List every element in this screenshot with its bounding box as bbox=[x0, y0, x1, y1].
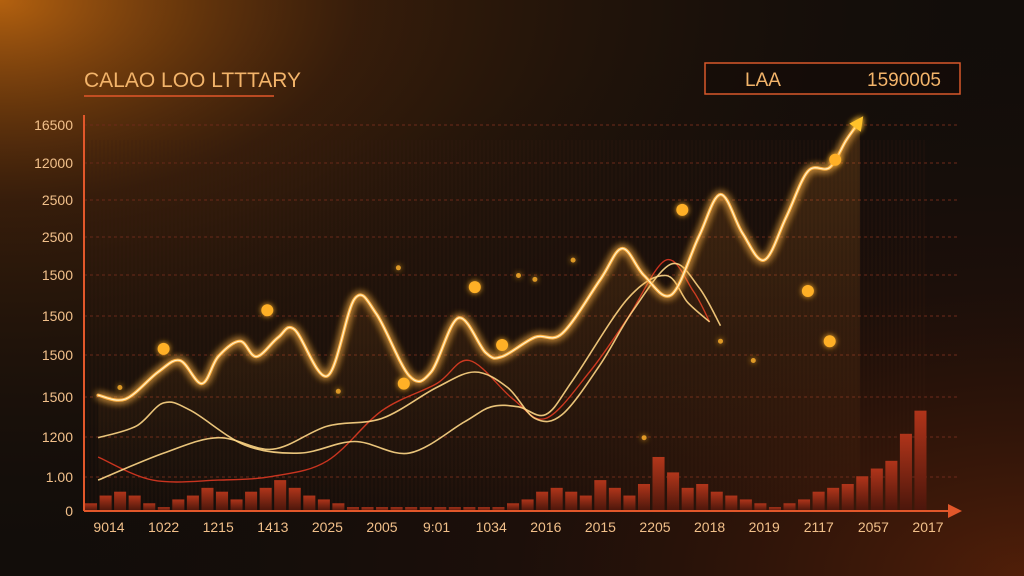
scatter-dot bbox=[261, 304, 274, 317]
scatter-dot bbox=[718, 338, 723, 344]
scatter-dot bbox=[676, 203, 689, 216]
series-lines bbox=[96, 119, 862, 511]
scatter-dot bbox=[750, 358, 756, 363]
scatter-dot bbox=[496, 339, 509, 351]
chart-title-group: CALAO LOO LTTTARY bbox=[84, 69, 301, 97]
y-tick-label: 0 bbox=[65, 503, 73, 519]
axes bbox=[83, 115, 962, 518]
x-tick-label: 2005 bbox=[366, 519, 397, 535]
legend-label: LAA bbox=[745, 70, 781, 91]
y-tick-label: 1200 bbox=[42, 429, 73, 445]
x-tick-label: 9014 bbox=[93, 519, 124, 535]
legend-value: 1590005 bbox=[867, 70, 941, 91]
scatter-dot bbox=[157, 342, 170, 355]
scatter-dot bbox=[823, 335, 836, 348]
y-tick-label: 16500 bbox=[34, 117, 73, 133]
scatter-dot bbox=[397, 377, 410, 390]
scatter-dot bbox=[570, 257, 576, 263]
x-tick-label: 9:01 bbox=[423, 519, 450, 535]
x-tick-label: 2017 bbox=[912, 519, 943, 535]
scatter-dot bbox=[468, 281, 481, 294]
y-tick-label: 2500 bbox=[42, 192, 73, 208]
x-tick-label: 2205 bbox=[639, 519, 670, 535]
scatter-dots bbox=[117, 153, 842, 441]
x-tick-labels: 9014 1022 1215 1413 2025 2005 9:01 1034 2016 2015… bbox=[93, 519, 943, 535]
scatter-dot bbox=[335, 388, 341, 394]
y-tick-label: 1500 bbox=[42, 267, 73, 283]
x-tick-label: 2057 bbox=[858, 519, 889, 535]
x-tick-label: 1034 bbox=[476, 519, 507, 535]
y-tick-label: 1500 bbox=[42, 347, 73, 363]
x-tick-label: 1215 bbox=[203, 519, 234, 535]
volume-bar bbox=[899, 433, 912, 511]
volume-bar bbox=[914, 410, 927, 511]
scatter-dot bbox=[801, 285, 814, 297]
legend-frame bbox=[704, 62, 961, 95]
series-line-main-core bbox=[97, 120, 861, 401]
y-tick-labels: 16500 12000 2500 2500 1500 1500 1500 1500 1200 1.… bbox=[34, 117, 73, 519]
x-tick-label: 2016 bbox=[530, 519, 561, 535]
x-tick-label: 2025 bbox=[312, 519, 343, 535]
y-tick-label: 2500 bbox=[42, 229, 73, 245]
y-tick-label: 1.00 bbox=[46, 469, 73, 485]
volume-bar bbox=[870, 468, 883, 511]
x-tick-label: 2015 bbox=[585, 519, 616, 535]
x-tick-label: 2018 bbox=[694, 519, 725, 535]
chart-title: CALAO LOO LTTTARY bbox=[84, 69, 301, 92]
legend-box: LAA 1590005 bbox=[704, 62, 961, 95]
y-tick-label: 1500 bbox=[42, 308, 73, 324]
y-tick-label: 12000 bbox=[34, 155, 73, 171]
trend-arrow-icon bbox=[849, 116, 864, 132]
volume-bar bbox=[85, 503, 98, 511]
scatter-dot bbox=[641, 435, 647, 441]
x-tick-label: 2019 bbox=[749, 519, 780, 535]
volume-bar bbox=[885, 460, 898, 511]
x-tick-label: 2117 bbox=[804, 519, 834, 535]
scatter-dot bbox=[117, 385, 123, 390]
y-tick-label: 1500 bbox=[42, 389, 73, 405]
x-tick-label: 1022 bbox=[148, 519, 179, 535]
scatter-dot bbox=[395, 265, 401, 271]
scatter-dot bbox=[829, 153, 842, 166]
series-area-fill bbox=[98, 121, 860, 511]
x-tick-label: 1413 bbox=[257, 519, 288, 535]
scatter-dot bbox=[516, 273, 521, 278]
x-axis-arrow-icon bbox=[948, 504, 962, 518]
scatter-dot bbox=[532, 276, 538, 282]
